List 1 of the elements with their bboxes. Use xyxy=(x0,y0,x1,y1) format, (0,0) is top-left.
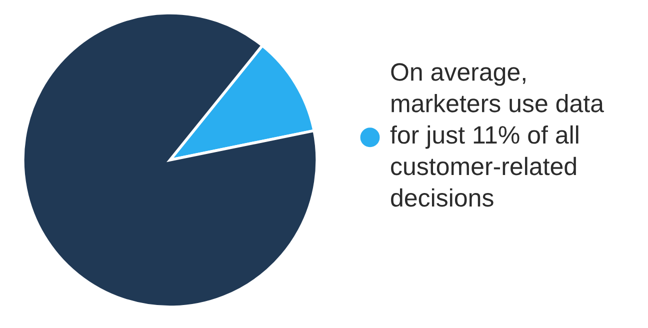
legend-label: On average, marketers use data for just 11% of all customer-related decisions xyxy=(390,63,604,207)
